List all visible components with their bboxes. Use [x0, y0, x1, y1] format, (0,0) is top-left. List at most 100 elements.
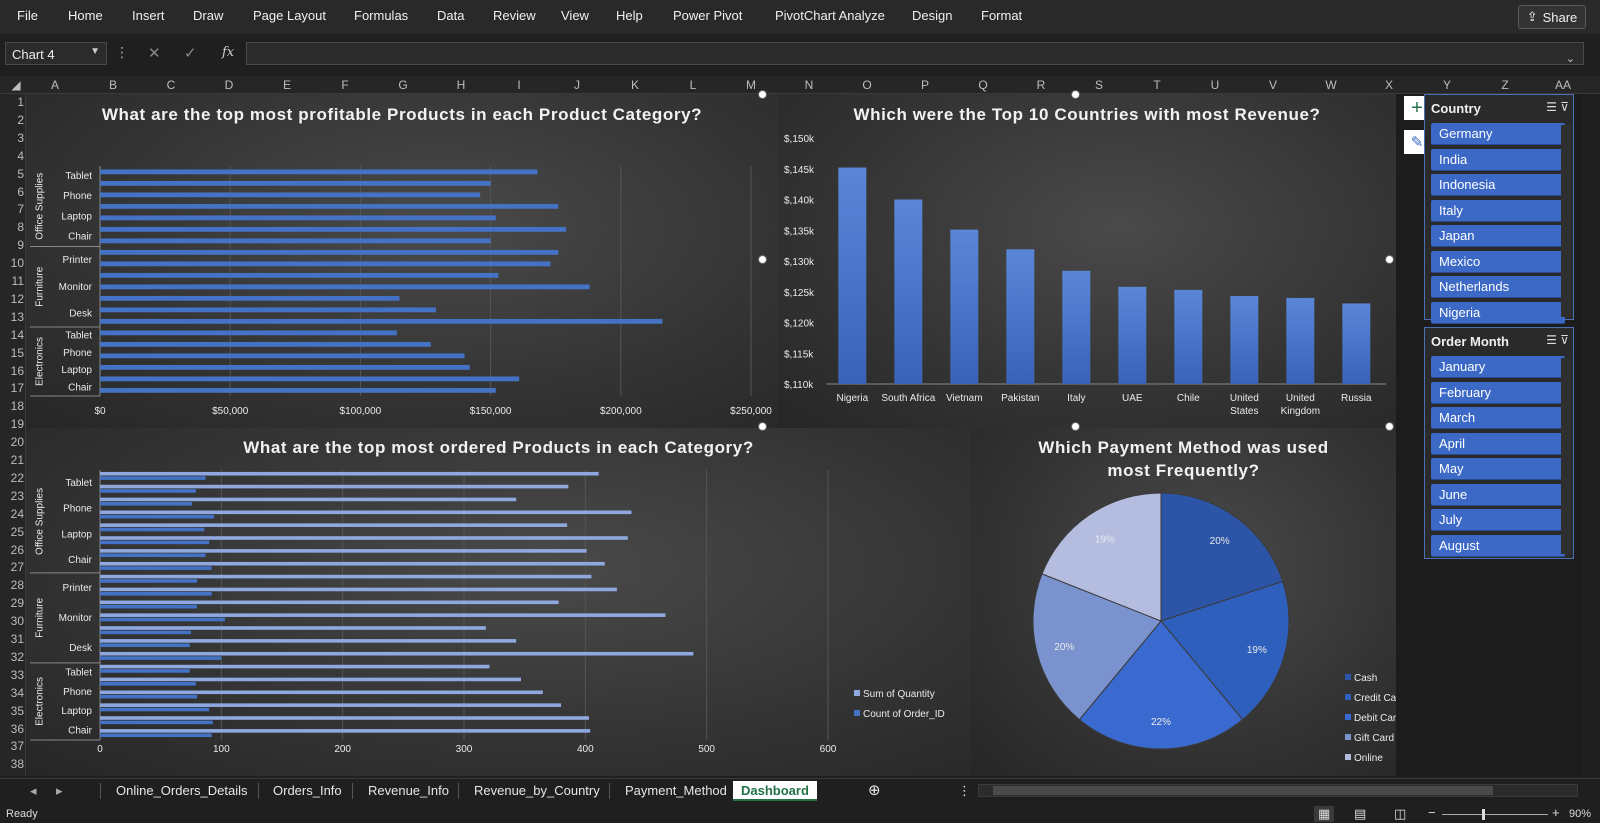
row-header[interactable]: 11: [11, 274, 24, 288]
row-header[interactable]: 32: [10, 649, 24, 664]
slicer-item[interactable]: August: [1431, 534, 1565, 556]
bar[interactable]: [100, 307, 436, 313]
row-header[interactable]: 30: [10, 614, 24, 629]
more-options-icon[interactable]: ⋮: [115, 44, 129, 60]
menu-data[interactable]: Data: [437, 8, 465, 23]
menu-draw[interactable]: Draw: [193, 8, 224, 23]
row-header[interactable]: 14: [10, 327, 24, 342]
row-header[interactable]: 24: [10, 506, 24, 521]
row-header[interactable]: 12: [10, 291, 24, 306]
slicer-item[interactable]: January: [1431, 356, 1565, 377]
pie-slice[interactable]: [1041, 492, 1162, 622]
row-header[interactable]: 3: [17, 130, 24, 145]
column-header[interactable]: C: [166, 78, 176, 92]
bar[interactable]: [100, 318, 663, 324]
row-header[interactable]: 31: [10, 632, 24, 646]
chart-ordered-products[interactable]: What are the top most ordered Products i…: [26, 428, 971, 776]
column-header[interactable]: D: [224, 78, 234, 92]
column-header[interactable]: F: [341, 78, 349, 92]
row-header[interactable]: 6: [17, 184, 24, 199]
slicer-item[interactable]: May: [1431, 458, 1565, 479]
bar[interactable]: [1006, 249, 1035, 384]
column-header[interactable]: U: [1210, 78, 1220, 92]
zoom-slider[interactable]: [1442, 809, 1548, 820]
horizontal-scrollbar[interactable]: [978, 784, 1578, 797]
bar-count-of-order-id[interactable]: [100, 514, 215, 519]
bar-sum-of-quantity[interactable]: [100, 587, 617, 592]
bar[interactable]: [1230, 296, 1259, 384]
row-header[interactable]: 19: [10, 417, 24, 432]
bar-count-of-order-id[interactable]: [100, 707, 210, 712]
row-header[interactable]: 33: [10, 667, 24, 682]
zoom-out-icon[interactable]: −: [1428, 805, 1436, 820]
slicer-item[interactable]: July: [1431, 509, 1565, 530]
page-layout-view-icon[interactable]: ▤: [1354, 806, 1367, 821]
menu-formulas[interactable]: Formulas: [354, 8, 409, 23]
bar[interactable]: [100, 295, 400, 301]
bar-count-of-order-id[interactable]: [100, 592, 212, 596]
slicer-item[interactable]: June: [1431, 483, 1565, 505]
row-header[interactable]: 5: [17, 166, 24, 181]
slicer-scrollbar[interactable]: [1561, 358, 1571, 554]
bar[interactable]: [100, 261, 551, 267]
row-header[interactable]: 21: [10, 453, 24, 467]
tab-orders-info[interactable]: Orders_Info: [273, 783, 342, 798]
tab-payment-method[interactable]: Payment_Method: [625, 783, 727, 798]
bar[interactable]: [1118, 286, 1147, 384]
menu-design[interactable]: Design: [912, 8, 953, 23]
bar-count-of-order-id[interactable]: [100, 643, 190, 648]
column-header[interactable]: I: [517, 78, 521, 92]
formula-input[interactable]: ⌄: [246, 42, 1584, 65]
column-header[interactable]: Q: [978, 78, 988, 92]
bar[interactable]: [950, 229, 979, 384]
bar[interactable]: [100, 330, 397, 336]
row-header[interactable]: 1: [17, 95, 24, 109]
zoom-in-icon[interactable]: +: [1552, 805, 1560, 820]
zoom-slider-thumb[interactable]: [1482, 809, 1485, 820]
bar-count-of-order-id[interactable]: [100, 630, 191, 635]
bar-sum-of-quantity[interactable]: [100, 716, 589, 720]
bar[interactable]: [1174, 289, 1203, 384]
row-header[interactable]: 27: [10, 560, 24, 575]
slicer-item[interactable]: March: [1431, 407, 1565, 428]
menu-help[interactable]: Help: [616, 8, 643, 23]
bar-sum-of-quantity[interactable]: [100, 626, 486, 630]
bar-sum-of-quantity[interactable]: [100, 561, 605, 566]
slicer-item[interactable]: February: [1431, 381, 1565, 403]
row-header[interactable]: 22: [10, 470, 24, 485]
multi-select-filter-icons[interactable]: ☰ ⊽: [1546, 100, 1569, 114]
bar-sum-of-quantity[interactable]: [100, 651, 694, 656]
slicer-item[interactable]: India: [1431, 148, 1565, 170]
bar[interactable]: [100, 341, 431, 347]
column-header[interactable]: S: [1094, 78, 1103, 92]
bar-sum-of-quantity[interactable]: [100, 639, 517, 643]
bar[interactable]: [100, 249, 559, 255]
pie-slice[interactable]: [1160, 580, 1290, 721]
more-options-icon[interactable]: ⋮: [958, 783, 971, 798]
tab-revenue-info[interactable]: Revenue_Info: [368, 783, 449, 798]
bar-sum-of-quantity[interactable]: [100, 703, 562, 707]
row-header[interactable]: 17: [10, 381, 24, 396]
bar-count-of-order-id[interactable]: [100, 604, 198, 609]
resize-handle[interactable]: [1385, 255, 1394, 264]
menu-file[interactable]: File: [17, 8, 38, 23]
zoom-level[interactable]: 90%: [1569, 808, 1592, 820]
chevron-down-icon[interactable]: ⌄: [1565, 53, 1575, 65]
slicer-item[interactable]: Germany: [1431, 123, 1565, 144]
row-header[interactable]: 25: [10, 524, 24, 539]
row-header[interactable]: 2: [17, 112, 24, 127]
name-box[interactable]: Chart 4 ▼: [5, 42, 107, 65]
row-header[interactable]: 37: [10, 739, 24, 754]
bar-sum-of-quantity[interactable]: [100, 677, 522, 682]
bar[interactable]: [838, 167, 867, 384]
row-header[interactable]: 4: [17, 148, 24, 163]
bar[interactable]: [100, 180, 491, 186]
row-header[interactable]: 35: [10, 703, 24, 718]
row-header[interactable]: 38: [10, 757, 24, 772]
row-header[interactable]: 34: [10, 685, 24, 700]
bar-count-of-order-id[interactable]: [100, 566, 212, 570]
normal-view-icon[interactable]: ▦: [1314, 806, 1335, 822]
bar-sum-of-quantity[interactable]: [100, 536, 628, 540]
menu-page-layout[interactable]: Page Layout: [253, 8, 327, 23]
bar-count-of-order-id[interactable]: [100, 682, 196, 686]
